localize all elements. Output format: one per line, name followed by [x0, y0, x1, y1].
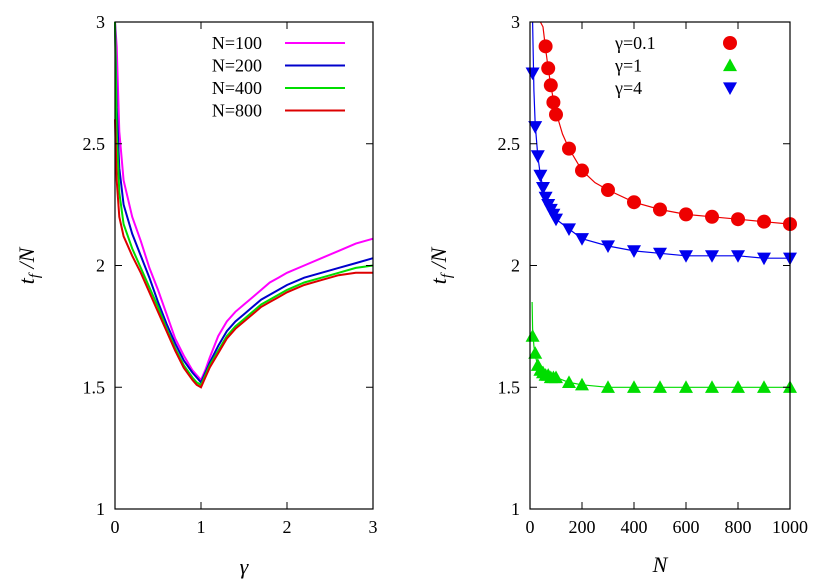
legend-marker [723, 58, 737, 72]
left-ylabel: tf /N [14, 246, 43, 284]
data-point-gamma-1 [601, 380, 615, 393]
data-point-gamma-1 [575, 377, 589, 391]
data-point-gamma-4 [538, 191, 553, 205]
right-points [525, 39, 797, 393]
legend-label: N=800 [212, 101, 262, 121]
left-panel: 0 1 2 311.522.53 γ tf /N N=100N=200N=400N=8… [14, 12, 378, 579]
right-ytick-label: 2.5 [498, 134, 521, 154]
data-point-gamma-4 [627, 245, 641, 258]
left-xtick-label: 3 [369, 517, 378, 537]
legend-label: γ=0.1 [614, 33, 656, 53]
legend-marker [723, 36, 737, 50]
right-ytick-label: 1.5 [498, 377, 521, 397]
series-line-n-100 [114, 21, 374, 382]
data-point-gamma-1 [549, 370, 563, 384]
data-point-gamma-1 [757, 380, 771, 393]
data-point-gamma-4 [525, 67, 540, 81]
left-ytick-label: 2 [96, 256, 105, 276]
data-point-gamma-0-1 [731, 212, 745, 227]
legend-label: γ=1 [614, 56, 642, 76]
data-point-gamma-0-1 [549, 107, 563, 122]
data-point-gamma-4 [562, 223, 576, 236]
data-point-gamma-1 [705, 380, 719, 393]
right-xtick-label: 600 [673, 517, 700, 537]
data-point-gamma-0-1 [546, 95, 561, 110]
legend-marker [723, 82, 737, 95]
left-xtick-label: 1 [197, 517, 206, 537]
legend-label: N=100 [212, 33, 262, 53]
data-point-gamma-4 [536, 182, 550, 195]
left-xtick-label: 0 [111, 517, 120, 537]
right-ylabel: tf /N [426, 246, 455, 284]
data-point-gamma-0-1 [705, 209, 719, 224]
legend-label: N=200 [212, 56, 262, 76]
right-panel: 0 200 400 600 800 1000 1 1.5 2 2.5 3 N tf /N γ=0.1… [426, 12, 808, 577]
left-ticks: 0 1 2 311.522.53 [83, 12, 378, 537]
data-point-gamma-1 [731, 380, 745, 393]
left-ytick-label: 1.5 [83, 377, 106, 397]
data-point-gamma-1 [562, 375, 576, 388]
left-ytick-label: 2.5 [83, 134, 106, 154]
series-line-n-400 [114, 21, 374, 387]
data-point-gamma-1 [528, 346, 543, 359]
data-point-gamma-1 [627, 380, 641, 393]
data-point-gamma-4 [653, 247, 667, 261]
right-xlabel: N [652, 552, 669, 577]
legend-label: N=400 [212, 78, 262, 98]
data-point-gamma-0-1 [543, 78, 558, 93]
legend-label: γ=4 [614, 78, 642, 98]
data-point-gamma-1 [525, 329, 540, 342]
data-point-gamma-4 [757, 252, 771, 266]
data-point-gamma-0-1 [757, 214, 771, 229]
data-point-gamma-4 [533, 169, 548, 183]
right-plot-frame [529, 21, 791, 510]
fit-line-gamma-0-1 [539, 21, 791, 225]
data-point-gamma-0-1 [653, 202, 667, 217]
data-point-gamma-4 [705, 250, 719, 263]
data-point-gamma-0-1 [627, 195, 641, 210]
left-ytick-label: 3 [96, 12, 105, 32]
left-curves [114, 21, 374, 389]
right-legend: γ=0.1 γ=1γ=4 [614, 33, 737, 98]
right-xtick-label: 1000 [772, 517, 808, 537]
left-xtick-label: 2 [283, 517, 292, 537]
right-ticks: 0 200 400 600 800 1000 1 1.5 2 2.5 3 [498, 12, 809, 537]
right-xtick-label: 400 [621, 517, 648, 537]
data-point-gamma-0-1 [562, 141, 576, 156]
right-ytick-label: 1 [511, 499, 520, 519]
right-xtick-label: 0 [526, 517, 535, 537]
fit-line-gamma-1 [531, 301, 790, 388]
data-point-gamma-1 [679, 380, 693, 393]
data-point-gamma-4 [679, 250, 693, 263]
left-ytick-label: 1 [96, 499, 105, 519]
data-point-gamma-4 [601, 240, 615, 253]
data-point-gamma-0-1 [541, 61, 556, 76]
data-point-gamma-4 [528, 121, 543, 134]
right-xtick-label: 800 [725, 517, 752, 537]
series-line-n-800 [114, 119, 373, 389]
data-point-gamma-0-1 [601, 183, 615, 198]
data-point-gamma-4 [530, 150, 545, 163]
series-line-n-200 [114, 21, 374, 385]
data-point-gamma-1 [653, 380, 667, 393]
right-xtick-label: 200 [569, 517, 596, 537]
data-point-gamma-0-1 [575, 163, 589, 178]
right-ytick-label: 3 [511, 12, 520, 32]
data-point-gamma-0-1 [538, 39, 553, 54]
data-point-gamma-4 [731, 250, 745, 263]
data-point-gamma-4 [575, 233, 589, 246]
fit-line-gamma-4 [532, 21, 790, 259]
data-point-gamma-4 [549, 213, 563, 227]
left-xlabel: γ [240, 554, 250, 579]
right-ytick-label: 2 [511, 256, 520, 276]
data-point-gamma-0-1 [679, 207, 693, 222]
